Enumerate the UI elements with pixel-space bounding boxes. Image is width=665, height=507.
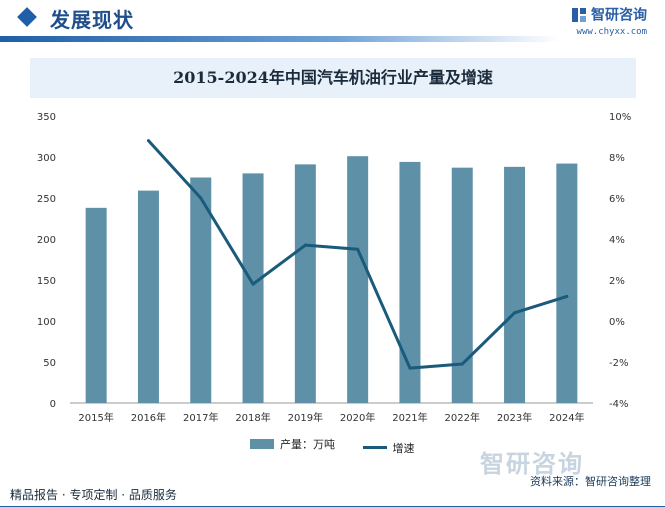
x-tick-label: 2019年 (288, 411, 323, 424)
bar (556, 163, 578, 403)
brand[interactable]: 智研咨询 www.chyxx.com (571, 4, 647, 37)
growth-point (513, 311, 517, 315)
bar (347, 156, 369, 403)
legend-item-production: 产量：万吨 (250, 436, 335, 452)
header-divider (0, 36, 560, 42)
bar (294, 164, 316, 403)
x-tick-label: 2021年 (392, 411, 427, 424)
source-note: 资料来源：智研咨询整理 (530, 475, 651, 488)
growth-point (251, 282, 255, 286)
y2-tick-label: 0% (609, 317, 625, 328)
legend: 产量：万吨 增速 (250, 436, 439, 456)
y-tick-label: 50 (43, 358, 56, 369)
growth-point (408, 366, 412, 370)
bar (242, 173, 264, 403)
legend-item-growth: 增速 (362, 440, 415, 456)
y2-tick-label: 10% (609, 112, 631, 123)
y2-tick-label: 8% (609, 153, 625, 164)
growth-point (460, 362, 464, 366)
x-tick-label: 2016年 (131, 411, 166, 424)
bar (85, 207, 107, 403)
x-tick-label: 2020年 (340, 411, 375, 424)
watermark-logo: 智研咨询 (480, 450, 584, 478)
section-title: 发展现状 (50, 8, 134, 32)
y-tick-label: 350 (37, 112, 56, 123)
x-tick-label: 2018年 (235, 411, 270, 424)
legend-swatch-line (362, 446, 387, 449)
growth-point (146, 139, 150, 143)
y-tick-label: 0 (50, 399, 56, 410)
growth-point (356, 247, 360, 251)
footer-slogan: 精品报告 · 专项定制 · 品质服务 (10, 488, 177, 502)
chart-title: 2015-2024年中国汽车机油行业产量及增速 (173, 68, 493, 87)
chart-title-band (30, 58, 636, 98)
bar (137, 190, 159, 403)
x-tick-label: 2017年 (183, 411, 218, 424)
y-tick-label: 250 (37, 194, 56, 205)
growth-point (565, 294, 569, 298)
bar (504, 166, 526, 403)
legend-swatch-bar (250, 439, 274, 449)
y-tick-label: 100 (37, 317, 56, 328)
y-tick-label: 200 (37, 235, 56, 246)
bar (399, 161, 421, 403)
x-tick-label: 2024年 (549, 411, 584, 424)
x-tick-label: 2015年 (78, 411, 113, 424)
y2-tick-label: 6% (609, 194, 625, 205)
growth-point (303, 243, 307, 247)
x-tick-label: 2023年 (497, 411, 532, 424)
legend-label-growth: 增速 (392, 441, 415, 455)
brand-url[interactable]: www.chyxx.com (576, 26, 647, 37)
x-tick-label: 2022年 (445, 411, 480, 424)
y-tick-label: 300 (37, 153, 56, 164)
growth-point (199, 196, 203, 200)
y2-tick-label: 2% (609, 276, 625, 287)
y-tick-label: 150 (37, 276, 56, 287)
brand-name: 智研咨询 (591, 7, 647, 24)
y2-tick-label: -2% (609, 358, 628, 369)
bar (451, 167, 473, 403)
legend-label-production: 产量：万吨 (280, 438, 335, 451)
y2-tick-label: -4% (609, 399, 628, 410)
header: 发展现状 智研咨询 www.chyxx.com (0, 0, 665, 44)
y2-tick-label: 4% (609, 235, 625, 246)
zhiyan-logo-icon (572, 7, 586, 22)
bar (190, 177, 212, 403)
